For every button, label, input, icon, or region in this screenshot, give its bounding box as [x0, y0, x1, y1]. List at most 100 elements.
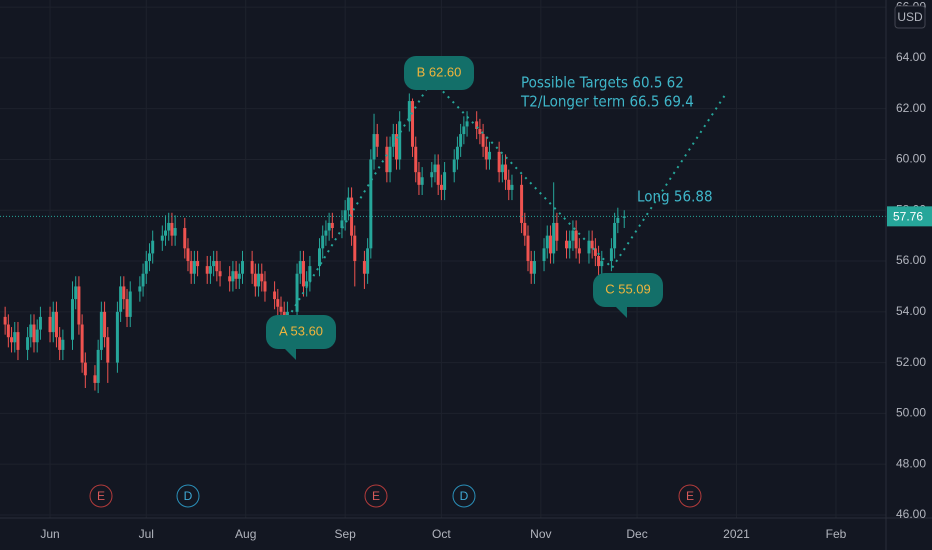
callout-box	[266, 315, 336, 349]
candle-body	[218, 271, 222, 277]
candle-body	[54, 311, 58, 338]
candle-body	[253, 273, 257, 287]
candle-body	[250, 261, 254, 274]
candle-body	[170, 222, 174, 236]
candle-body	[234, 271, 238, 279]
candle-body	[484, 146, 488, 160]
candle-body	[545, 235, 549, 249]
candle-body	[571, 230, 575, 241]
candle-body	[317, 248, 321, 267]
candle-body	[343, 210, 347, 221]
candle-body	[398, 121, 402, 160]
candle-body	[507, 179, 511, 190]
candle-body	[231, 271, 235, 282]
y-tick-label: 60.00	[896, 152, 926, 166]
time-axis	[0, 518, 932, 550]
targets-note: Possible Targets 60.5 62	[521, 74, 684, 92]
candle-body	[83, 362, 87, 376]
candle-body	[61, 339, 65, 350]
candle-body	[13, 332, 17, 343]
candle-body	[10, 337, 14, 343]
candle-body	[115, 311, 119, 363]
candle-body	[228, 276, 232, 282]
candle-body	[189, 261, 193, 274]
long-note: Long 56.88	[637, 188, 713, 206]
candle-body	[263, 281, 267, 292]
candle-body	[407, 101, 411, 122]
event-label: E	[686, 489, 694, 503]
candle-body	[475, 121, 479, 129]
longer-term-note: T2/Longer term 66.5 69.4	[520, 93, 694, 111]
candle-body	[103, 311, 107, 338]
candle-body	[510, 184, 514, 190]
candle-body	[555, 222, 559, 241]
candle-body	[324, 230, 328, 236]
candle-body	[70, 299, 74, 340]
candle-body	[119, 286, 123, 312]
callout-box	[404, 56, 474, 90]
candle-body	[3, 316, 7, 325]
candle-body	[532, 261, 536, 274]
candle-body	[99, 311, 103, 350]
candle-body	[186, 248, 190, 262]
events: E D E D E	[89, 484, 702, 508]
candle-body	[298, 261, 302, 274]
candle-body	[500, 164, 504, 173]
candle-body	[414, 146, 418, 173]
candle-body	[96, 349, 100, 383]
event-marker[interactable]	[678, 484, 702, 508]
callout-b: B 62.60	[404, 56, 474, 90]
event-marker[interactable]	[452, 484, 476, 508]
candle-body	[128, 291, 132, 317]
candle-body	[77, 286, 81, 325]
candle-body	[529, 261, 533, 274]
candle-body	[391, 134, 395, 147]
candle-body	[609, 248, 613, 262]
candle-body	[273, 291, 277, 300]
candle-body	[80, 324, 84, 363]
y-tick-label: 54.00	[896, 304, 926, 318]
candle-body	[308, 266, 312, 282]
x-tick-label: Aug	[235, 527, 256, 541]
candle-body	[600, 261, 604, 267]
callout-c: C 55.09	[593, 273, 663, 318]
event-label: E	[372, 489, 380, 503]
candle-body	[192, 261, 196, 274]
y-tick-label: 62.00	[896, 101, 926, 115]
y-tick-label: 64.00	[896, 50, 926, 64]
candle-body	[497, 151, 501, 173]
candle-body	[587, 240, 591, 254]
candle-body	[597, 255, 601, 267]
candle-body	[282, 311, 286, 317]
event-marker[interactable]	[89, 484, 113, 508]
candle-body	[366, 248, 370, 274]
candle-body	[26, 337, 30, 350]
candle-body	[362, 261, 366, 274]
candle-body	[16, 332, 20, 350]
candle-body	[459, 134, 463, 147]
candle-body	[327, 222, 331, 231]
candle-body	[504, 164, 508, 180]
candle-body	[125, 299, 129, 317]
candle-body	[443, 172, 447, 190]
candle-body	[622, 216, 626, 218]
candle-body	[548, 235, 552, 254]
candle-body	[430, 172, 434, 178]
currency-box[interactable]	[894, 5, 926, 29]
candles	[0, 93, 886, 394]
candle-body	[526, 235, 530, 262]
candle-body	[58, 337, 62, 350]
event-marker[interactable]	[176, 484, 200, 508]
candle-body	[35, 329, 39, 343]
y-tick-label: 52.00	[896, 355, 926, 369]
candle-body	[565, 240, 569, 249]
candle-body	[420, 177, 424, 185]
event-marker[interactable]	[364, 484, 388, 508]
x-tick-label: Jun	[40, 527, 59, 541]
currency: USD	[897, 10, 923, 24]
candle-body	[346, 197, 350, 211]
candle-body	[122, 286, 126, 300]
candle-body	[215, 261, 219, 272]
